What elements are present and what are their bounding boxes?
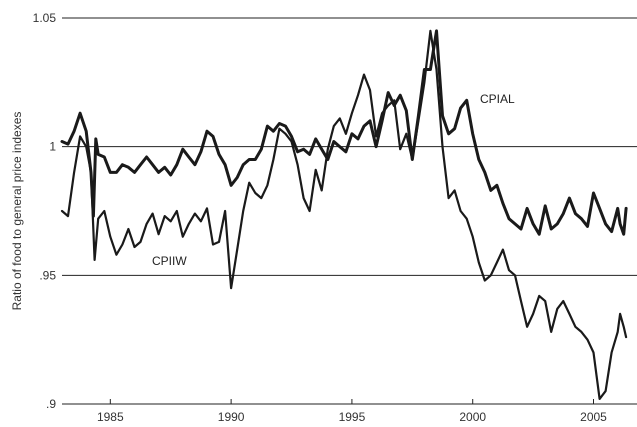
series-label-cpial: CPIAL xyxy=(480,92,515,106)
series-lines xyxy=(60,29,628,400)
series-line-cpial xyxy=(60,29,628,236)
y-axis-title: Ratio of food to general price indexes xyxy=(10,112,24,311)
x-tick-label: 1990 xyxy=(218,410,245,424)
series-line-cpiiw xyxy=(60,29,628,400)
y-tick-label: .95 xyxy=(39,268,56,282)
y-tick-label: 1 xyxy=(49,140,56,154)
x-tick-label: 1985 xyxy=(97,410,124,424)
y-axis-tick-labels: .9 .95 1 1.05 xyxy=(33,11,57,411)
x-axis-tick-labels: 1985 1990 1995 2000 2005 xyxy=(97,399,607,424)
x-tick-label: 2005 xyxy=(580,410,607,424)
series-label-cpiiw: CPIIW xyxy=(152,254,187,268)
y-tick-label: .9 xyxy=(46,397,56,411)
x-tick-label: 2000 xyxy=(459,410,486,424)
x-tick-label: 1995 xyxy=(339,410,366,424)
gridlines xyxy=(62,17,637,405)
y-tick-label: 1.05 xyxy=(33,11,57,25)
